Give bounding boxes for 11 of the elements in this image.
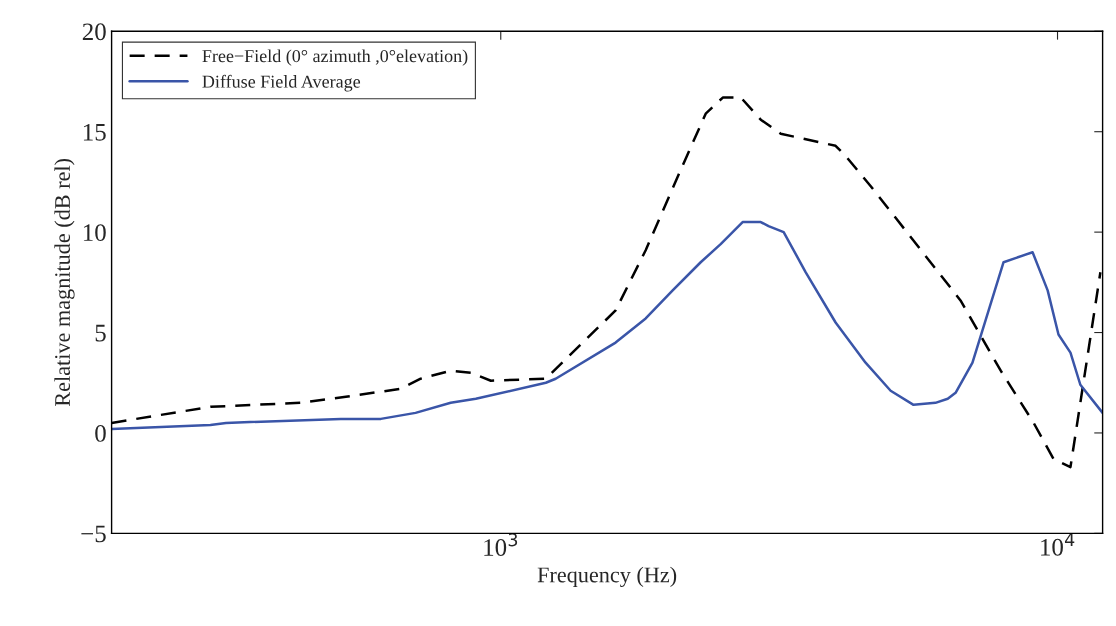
y-tick-label: 5 [95, 324, 106, 342]
legend-label: Free−Field (0° azimuth ,0°elevation) [202, 49, 468, 66]
y-tick-label: 20 [82, 23, 106, 41]
y-tick-label: −5 [81, 525, 106, 543]
y-tick-label: 0 [95, 424, 106, 442]
legend-label: Diffuse Field Average [202, 74, 361, 92]
y-axis-title: Relative magnitude (dB rel) [54, 158, 75, 407]
x-axis-title: Frequency (Hz) [537, 566, 677, 587]
y-tick-label: 10 [83, 224, 106, 242]
x-tick-label: 10$^{4}$ [1041, 533, 1075, 556]
y-tick-label: 15 [83, 123, 106, 141]
